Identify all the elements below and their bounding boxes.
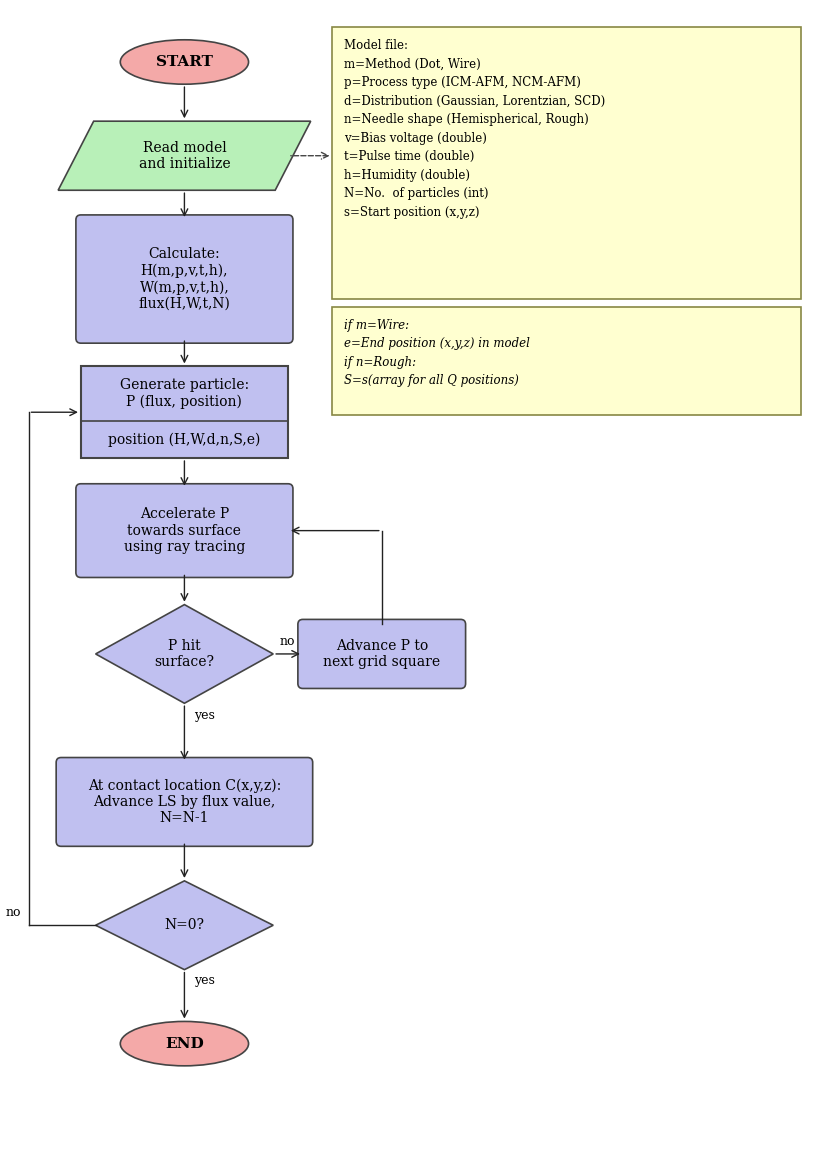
Text: Model file:
m=Method (Dot, Wire)
p=Process type (ICM-AFM, NCM-AFM)
d=Distributio: Model file: m=Method (Dot, Wire) p=Proce… — [344, 39, 604, 219]
Text: no: no — [278, 635, 294, 649]
FancyBboxPatch shape — [81, 366, 287, 458]
Text: if m=Wire:
e=End position (x,y,z) in model
if n=Rough:
S=s(array for all Q posit: if m=Wire: e=End position (x,y,z) in mod… — [344, 318, 529, 387]
Text: Advance P to
next grid square: Advance P to next grid square — [323, 639, 440, 669]
Polygon shape — [96, 881, 273, 970]
Text: position (H,W,d,n,S,e): position (H,W,d,n,S,e) — [108, 432, 260, 447]
Text: Read model
and initialize: Read model and initialize — [138, 141, 230, 170]
Text: P hit
surface?: P hit surface? — [154, 639, 214, 669]
Ellipse shape — [120, 40, 248, 84]
FancyBboxPatch shape — [76, 484, 292, 577]
FancyBboxPatch shape — [297, 620, 465, 689]
Text: END: END — [165, 1037, 204, 1051]
Text: Generate particle:
P (flux, position): Generate particle: P (flux, position) — [120, 378, 249, 409]
Text: Accelerate P
towards surface
using ray tracing: Accelerate P towards surface using ray t… — [124, 507, 245, 554]
FancyBboxPatch shape — [332, 306, 800, 415]
Polygon shape — [58, 121, 310, 190]
Text: START: START — [156, 55, 213, 69]
Text: N=0?: N=0? — [165, 918, 204, 932]
Text: yes: yes — [194, 710, 215, 722]
Text: no: no — [5, 907, 20, 919]
FancyBboxPatch shape — [332, 28, 800, 298]
Polygon shape — [96, 605, 273, 703]
Text: yes: yes — [194, 973, 215, 986]
Text: Calculate:
H(m,p,v,t,h),
W(m,p,v,t,h),
flux(H,W,t,N): Calculate: H(m,p,v,t,h), W(m,p,v,t,h), f… — [138, 248, 230, 311]
Text: At contact location C(x,y,z):
Advance LS by flux value,
N=N-1: At contact location C(x,y,z): Advance LS… — [88, 779, 281, 825]
FancyBboxPatch shape — [56, 758, 312, 847]
FancyBboxPatch shape — [76, 215, 292, 343]
Ellipse shape — [120, 1022, 248, 1066]
